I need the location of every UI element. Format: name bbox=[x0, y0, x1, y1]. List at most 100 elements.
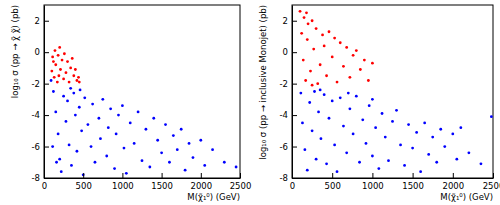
y-tick-mark bbox=[44, 52, 49, 53]
point bbox=[403, 164, 406, 167]
point bbox=[374, 126, 377, 129]
point bbox=[315, 27, 318, 30]
point bbox=[56, 81, 59, 84]
point bbox=[391, 120, 394, 123]
point bbox=[431, 136, 434, 139]
point bbox=[342, 125, 345, 128]
y-tick: -4 bbox=[32, 110, 49, 120]
point bbox=[137, 111, 140, 114]
point bbox=[480, 162, 483, 165]
point bbox=[377, 167, 380, 170]
point bbox=[53, 76, 56, 79]
point bbox=[348, 107, 351, 110]
point bbox=[203, 164, 206, 167]
point bbox=[319, 89, 322, 92]
point bbox=[145, 128, 148, 131]
y-tick: 0 bbox=[35, 47, 49, 57]
point bbox=[451, 133, 454, 136]
point bbox=[371, 98, 374, 101]
point bbox=[300, 32, 303, 35]
point bbox=[443, 145, 446, 148]
point bbox=[361, 118, 364, 121]
point bbox=[199, 139, 202, 142]
point bbox=[303, 148, 306, 151]
point bbox=[323, 93, 326, 96]
point bbox=[321, 33, 324, 36]
y-tick: -2 bbox=[32, 79, 49, 89]
point bbox=[371, 62, 374, 65]
point bbox=[384, 136, 387, 139]
y-axis: -8-6-4-202 bbox=[280, 6, 297, 184]
point bbox=[328, 30, 331, 33]
point bbox=[235, 166, 238, 169]
point bbox=[58, 158, 61, 161]
point bbox=[308, 101, 311, 104]
x-tick-label: 0 bbox=[42, 181, 47, 191]
point bbox=[363, 59, 366, 62]
point bbox=[107, 126, 110, 129]
y-tick-label: -8 bbox=[32, 173, 40, 183]
point bbox=[365, 142, 368, 145]
x-tick-mark bbox=[162, 173, 163, 178]
panel: 05001000150020002500-8-6-4-202M(χ̃₁⁰) (G… bbox=[10, 5, 251, 202]
point bbox=[345, 46, 348, 49]
point bbox=[66, 100, 69, 103]
y-tick-mark bbox=[292, 147, 297, 148]
y-tick-label: -8 bbox=[280, 173, 288, 183]
y-tick: 0 bbox=[283, 47, 297, 57]
x-tick-mark bbox=[493, 173, 494, 178]
x-tick: 1500 bbox=[151, 173, 173, 191]
point bbox=[307, 22, 310, 25]
y-tick-label: -4 bbox=[280, 110, 288, 120]
point bbox=[299, 10, 302, 13]
point bbox=[331, 100, 334, 103]
point bbox=[109, 107, 112, 110]
point bbox=[133, 142, 136, 145]
x-tick-mark bbox=[372, 173, 373, 178]
x-tick-mark bbox=[122, 173, 123, 178]
point bbox=[62, 78, 65, 81]
point bbox=[54, 111, 57, 114]
point bbox=[355, 49, 358, 52]
point bbox=[180, 128, 183, 131]
point bbox=[325, 74, 328, 77]
point bbox=[312, 48, 315, 51]
figure: 05001000150020002500-8-6-4-202M(χ̃₁⁰) (G… bbox=[0, 0, 500, 205]
x-axis-line bbox=[293, 178, 494, 179]
x-axis-title: M(χ̃₁⁰) (GeV) bbox=[440, 192, 493, 202]
point bbox=[148, 166, 151, 169]
point bbox=[352, 133, 355, 136]
y-tick: -2 bbox=[280, 79, 297, 89]
point bbox=[411, 147, 414, 150]
point bbox=[50, 70, 53, 73]
y-tick-label: 0 bbox=[35, 47, 40, 57]
y-tick-mark bbox=[44, 178, 49, 179]
y-tick-label: 2 bbox=[35, 16, 40, 26]
y-axis-line bbox=[44, 6, 45, 179]
point bbox=[313, 90, 316, 93]
point bbox=[325, 162, 328, 165]
x-tick-mark bbox=[240, 173, 241, 178]
point bbox=[331, 56, 334, 59]
x-axis-title: M(χ̃₁⁰) (GeV) bbox=[187, 192, 240, 202]
point bbox=[348, 76, 351, 79]
point bbox=[399, 144, 402, 147]
point bbox=[74, 68, 77, 71]
point bbox=[467, 151, 470, 154]
point bbox=[435, 161, 438, 164]
y-tick: -4 bbox=[280, 110, 297, 120]
point bbox=[188, 142, 191, 145]
point bbox=[172, 134, 175, 137]
y-tick-label: -6 bbox=[32, 142, 40, 152]
point bbox=[72, 92, 75, 95]
point bbox=[101, 98, 104, 101]
y-tick-mark bbox=[44, 115, 49, 116]
point bbox=[223, 161, 226, 164]
point bbox=[306, 38, 309, 41]
point bbox=[72, 74, 75, 77]
x-tick: 1500 bbox=[402, 173, 424, 191]
point bbox=[336, 170, 339, 173]
point bbox=[355, 95, 358, 98]
point bbox=[359, 68, 362, 71]
y-axis-title: log₁₀ σ (pp → inclusive Monojet) (pb) bbox=[258, 5, 268, 160]
